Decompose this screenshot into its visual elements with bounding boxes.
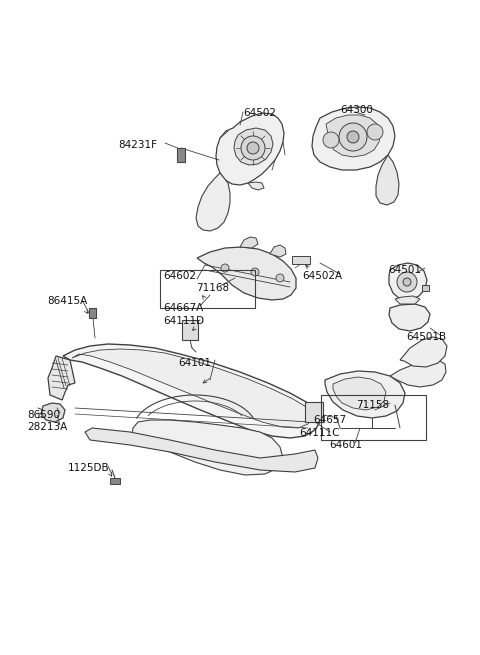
Bar xyxy=(160,270,255,308)
Text: 64101: 64101 xyxy=(178,358,211,368)
Polygon shape xyxy=(234,128,273,165)
Text: 64111D: 64111D xyxy=(163,316,204,326)
Circle shape xyxy=(310,405,318,413)
Polygon shape xyxy=(389,304,430,331)
Text: 86415A: 86415A xyxy=(47,296,87,306)
Circle shape xyxy=(221,264,229,272)
Text: 71168: 71168 xyxy=(196,283,229,293)
Text: 64602: 64602 xyxy=(163,271,196,281)
Text: 64300: 64300 xyxy=(340,105,373,115)
Circle shape xyxy=(403,278,411,286)
Text: 64501B: 64501B xyxy=(406,332,446,342)
Circle shape xyxy=(339,123,367,151)
Bar xyxy=(292,256,310,264)
Circle shape xyxy=(367,124,383,140)
Polygon shape xyxy=(85,428,318,472)
Circle shape xyxy=(247,142,259,154)
Bar xyxy=(305,402,323,422)
Text: 28213A: 28213A xyxy=(27,422,67,432)
Polygon shape xyxy=(312,107,395,170)
Text: 86590: 86590 xyxy=(27,410,60,420)
Polygon shape xyxy=(389,263,427,300)
Bar xyxy=(89,308,96,318)
Text: 64501: 64501 xyxy=(388,265,421,275)
Text: 64657: 64657 xyxy=(313,415,346,425)
Polygon shape xyxy=(196,173,230,231)
Polygon shape xyxy=(270,245,286,257)
Polygon shape xyxy=(132,420,283,475)
Polygon shape xyxy=(395,296,420,304)
Bar xyxy=(422,285,429,291)
Circle shape xyxy=(397,272,417,292)
Polygon shape xyxy=(197,247,296,300)
Text: 71158: 71158 xyxy=(356,400,389,410)
Circle shape xyxy=(310,412,318,420)
Text: 64667A: 64667A xyxy=(163,303,203,313)
Polygon shape xyxy=(376,155,399,205)
Circle shape xyxy=(241,136,265,160)
Bar xyxy=(182,320,198,340)
Polygon shape xyxy=(48,356,75,400)
Polygon shape xyxy=(240,237,258,248)
Text: 64601: 64601 xyxy=(329,440,362,450)
Circle shape xyxy=(347,131,359,143)
Polygon shape xyxy=(390,360,446,387)
Polygon shape xyxy=(216,113,284,185)
Text: 84231F: 84231F xyxy=(118,140,157,150)
Polygon shape xyxy=(41,403,65,422)
Polygon shape xyxy=(72,349,312,428)
Text: 64502A: 64502A xyxy=(302,271,342,281)
Bar xyxy=(110,478,120,484)
Bar xyxy=(177,148,185,162)
Polygon shape xyxy=(248,182,264,190)
Circle shape xyxy=(323,132,339,148)
Circle shape xyxy=(251,268,259,276)
Polygon shape xyxy=(325,371,405,418)
Text: 64111C: 64111C xyxy=(299,428,339,438)
Bar xyxy=(321,395,426,440)
Text: 64502: 64502 xyxy=(243,108,276,118)
Text: 1125DB: 1125DB xyxy=(68,463,109,473)
Polygon shape xyxy=(400,337,447,367)
Polygon shape xyxy=(63,344,320,438)
Circle shape xyxy=(276,274,284,282)
Polygon shape xyxy=(326,115,381,157)
Polygon shape xyxy=(333,377,386,410)
